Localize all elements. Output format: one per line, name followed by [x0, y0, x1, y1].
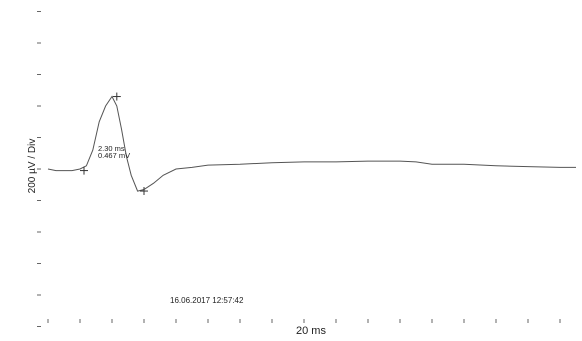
- cursor-markers: [80, 92, 148, 196]
- x-axis-ticks: [47, 319, 561, 323]
- y-axis-ticks: [37, 11, 41, 327]
- waveform-trace: [47, 95, 576, 192]
- x-axis-scale-label: 20 ms: [296, 325, 326, 337]
- annotation-time-label: 2.30 ms: [98, 144, 125, 153]
- timestamp-label: 16.06.2017 12:57:42: [170, 296, 244, 305]
- y-axis-label: 200 µV / Div: [27, 139, 38, 194]
- annotation-amplitude-label: 0.467 mV: [98, 151, 130, 160]
